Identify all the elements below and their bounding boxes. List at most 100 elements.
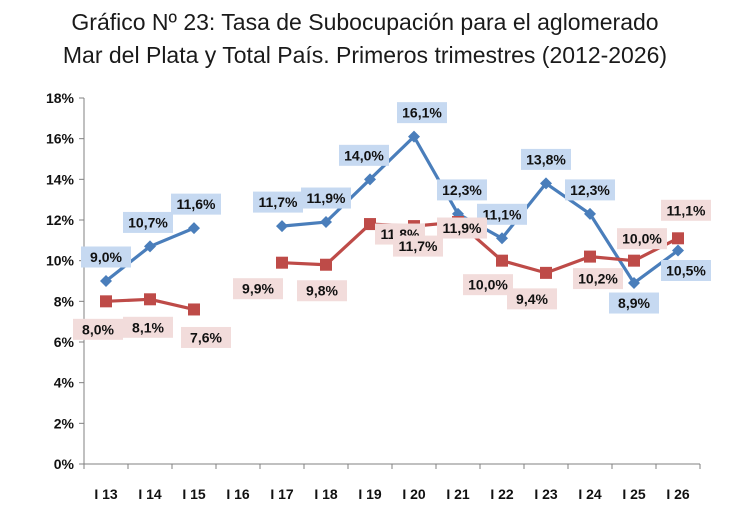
series-1-point [188, 222, 200, 235]
y-tick-label: 6% [54, 334, 75, 350]
x-tick-label: I 13 [94, 486, 118, 502]
series-1-label-bg [171, 193, 221, 215]
series-1-data-label: 14,0% [344, 147, 384, 163]
x-tick-label: I 22 [490, 486, 514, 502]
series-1-point [408, 130, 420, 143]
series-1-data-label: 10,7% [128, 214, 168, 230]
x-tick-label: I 23 [534, 486, 558, 502]
series-2-data-label: 10,0% [468, 277, 508, 293]
x-tick-label: I 25 [622, 486, 646, 502]
y-tick-label: 18% [46, 90, 75, 106]
series-2-line [281, 220, 679, 275]
series-1-point [628, 277, 640, 290]
series-2-label-bg [73, 318, 123, 340]
series-2-point [584, 250, 596, 263]
series-2-data-label: 8,0% [82, 321, 114, 337]
series-1-data-label: 9,0% [90, 249, 122, 265]
series-2-label-bg [181, 326, 231, 348]
x-tick-label: I 24 [578, 486, 602, 502]
series-2-data-label: 9,9% [242, 281, 274, 297]
series-1-data-label: 12,3% [570, 182, 610, 198]
series-1-data-label: 10,5% [666, 263, 706, 279]
series-2-label-bg [573, 268, 623, 290]
y-tick-label: 4% [54, 375, 75, 391]
series-2-point [364, 218, 376, 231]
y-tick-label: 10% [46, 253, 75, 269]
series-2-point [320, 258, 332, 271]
series-2-label-bg [233, 278, 283, 300]
x-tick-label: I 16 [226, 486, 250, 502]
x-tick-label: I 20 [402, 486, 426, 502]
series-1-label-bg [397, 102, 447, 124]
x-tick-label: I 17 [270, 486, 294, 502]
series-1-data-label: 16,1% [402, 105, 442, 121]
series-2-point [672, 232, 684, 245]
series-2-data-label: 11,9% [443, 220, 482, 236]
x-tick-label: I 15 [182, 486, 206, 502]
series-2-data-label: 10,2% [578, 271, 618, 287]
series-1-data-label: 13,8% [526, 151, 566, 167]
series-1-label-bg [437, 179, 487, 201]
series-2-label-bg [393, 235, 443, 257]
series-2-data-label: 9,8% [306, 283, 338, 299]
series-2-data-label: 9,4% [516, 291, 548, 307]
series-1-data-label: 8,9% [618, 295, 650, 311]
x-tick-label: I 14 [138, 486, 162, 502]
series-1-data-label: 12,3% [442, 182, 482, 198]
series-1-point [320, 216, 332, 229]
x-tick-label: I 26 [666, 486, 690, 502]
series-2-data-label: 11,1% [667, 202, 706, 218]
y-tick-label: 0% [54, 456, 75, 472]
series-2-data-label: 8,1% [132, 319, 164, 335]
series-2-label-bg [507, 288, 557, 310]
series-2-data-label: 11,7% [399, 238, 438, 254]
series-2-point [540, 266, 552, 279]
chart-title: Gráfico Nº 23: Tasa de Subocupación para… [0, 6, 730, 72]
series-1-data-label: 11,9% [307, 190, 346, 206]
x-tick-label: I 18 [314, 486, 338, 502]
series-1-label-bg [609, 292, 659, 314]
series-2-point [496, 254, 508, 267]
x-tick-label: I 19 [358, 486, 382, 502]
series-1-label-bg [81, 246, 131, 268]
series-2-point [188, 303, 200, 316]
series-1-data-label: 11,7% [259, 194, 298, 210]
series-1-point [276, 220, 288, 233]
series-2-data-label: 10,0% [622, 231, 662, 247]
series-1-point [584, 207, 596, 220]
series-1-label-bg [301, 187, 351, 209]
series-1-label-bg [565, 179, 615, 201]
chart-title-line-2: Mar del Plata y Total País. Primeros tri… [62, 42, 668, 68]
series-1-point [496, 232, 508, 245]
series-2-label-bg [123, 316, 173, 338]
x-tick-label: I 21 [446, 486, 470, 502]
y-tick-label: 14% [46, 171, 75, 187]
series-1-data-label: 11,6% [177, 196, 216, 212]
y-tick-label: 12% [46, 212, 75, 228]
series-2-label-bg [463, 274, 513, 296]
series-2-label-bg [661, 199, 711, 221]
series-1-label-bg [339, 144, 389, 166]
series-1-label-bg [123, 211, 173, 233]
series-2-point [276, 256, 288, 269]
series-1-label-bg [521, 148, 571, 170]
series-2-point [144, 293, 156, 306]
y-tick-label: 16% [46, 131, 75, 147]
series-1-label-bg [661, 260, 711, 281]
series-1-label-bg [253, 191, 303, 213]
series-2-data-label: 7,6% [190, 329, 222, 345]
series-1-point [144, 240, 156, 253]
series-2-label-bg [437, 217, 487, 239]
series-1-point [540, 177, 552, 190]
y-tick-label: 8% [54, 293, 75, 309]
series-2-label-bg [297, 280, 347, 302]
series-2-label-bg [617, 228, 667, 250]
series-1-label-bg [477, 203, 527, 225]
series-1-point [100, 275, 112, 287]
series-1-point [672, 244, 684, 257]
y-tick-label: 2% [54, 415, 75, 431]
series-2-point [628, 254, 640, 267]
series-2-point [100, 295, 112, 308]
chart-title-line-1: Gráfico Nº 23: Tasa de Subocupación para… [71, 9, 659, 35]
